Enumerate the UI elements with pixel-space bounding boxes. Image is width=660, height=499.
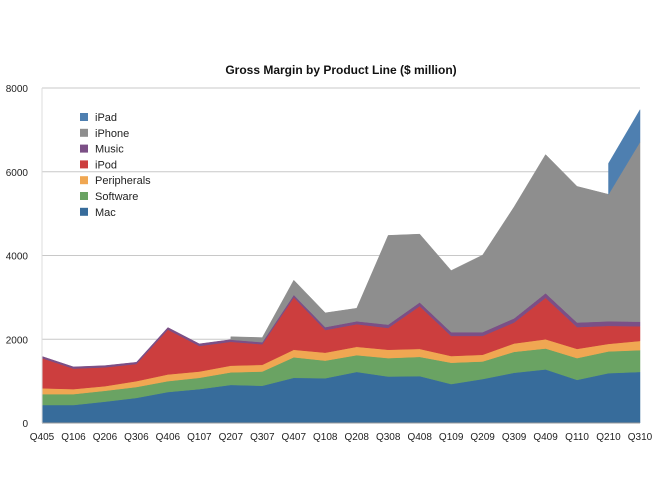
legend-swatch [80,160,88,169]
legend-label: iPod [95,159,117,171]
legend-label: Peripherals [95,175,151,187]
x-tick-label: Q307 [250,432,275,443]
x-tick-label: Q405 [30,432,55,443]
y-tick-label: 4000 [6,252,29,263]
legend-swatch [80,207,88,216]
legend-label: Mac [95,207,116,219]
x-tick-label: Q108 [313,432,338,443]
x-tick-label: Q207 [219,432,244,443]
x-tick-label: Q308 [376,432,401,443]
legend-label: Software [95,191,138,203]
x-tick-label: Q306 [124,432,149,443]
y-tick-label: 8000 [6,84,29,95]
x-tick-label: Q309 [502,432,527,443]
x-tick-label: Q209 [470,432,495,443]
x-tick-label: Q206 [93,432,118,443]
legend-swatch [80,113,88,121]
x-tick-label: Q208 [345,432,370,443]
x-tick-label: Q107 [187,432,212,443]
x-tick-label: Q408 [407,432,432,443]
x-tick-label: Q406 [156,432,181,443]
area-ipad [608,108,641,196]
x-tick-label: Q409 [533,432,558,443]
x-tick-label: Q106 [61,432,86,443]
legend-label: iPhone [95,128,129,140]
y-tick-label: 6000 [6,168,29,179]
y-tick-label: 2000 [6,335,29,346]
x-tick-label: Q110 [565,432,589,443]
legend-label: Music [95,144,124,156]
legend-swatch [80,128,88,137]
legend-swatch [80,176,88,185]
x-tick-label: Q407 [282,432,307,443]
chart-title: Gross Margin by Product Line ($ million) [225,63,456,77]
legend-label: iPad [95,112,117,124]
legend-swatch [80,144,88,153]
x-tick-label: Q310 [628,432,653,443]
area-iphone [230,141,641,343]
x-tick-label: Q210 [596,432,621,443]
legend-swatch [80,192,88,200]
y-tick-label: 0 [22,419,28,430]
x-tick-label: Q109 [439,432,464,443]
